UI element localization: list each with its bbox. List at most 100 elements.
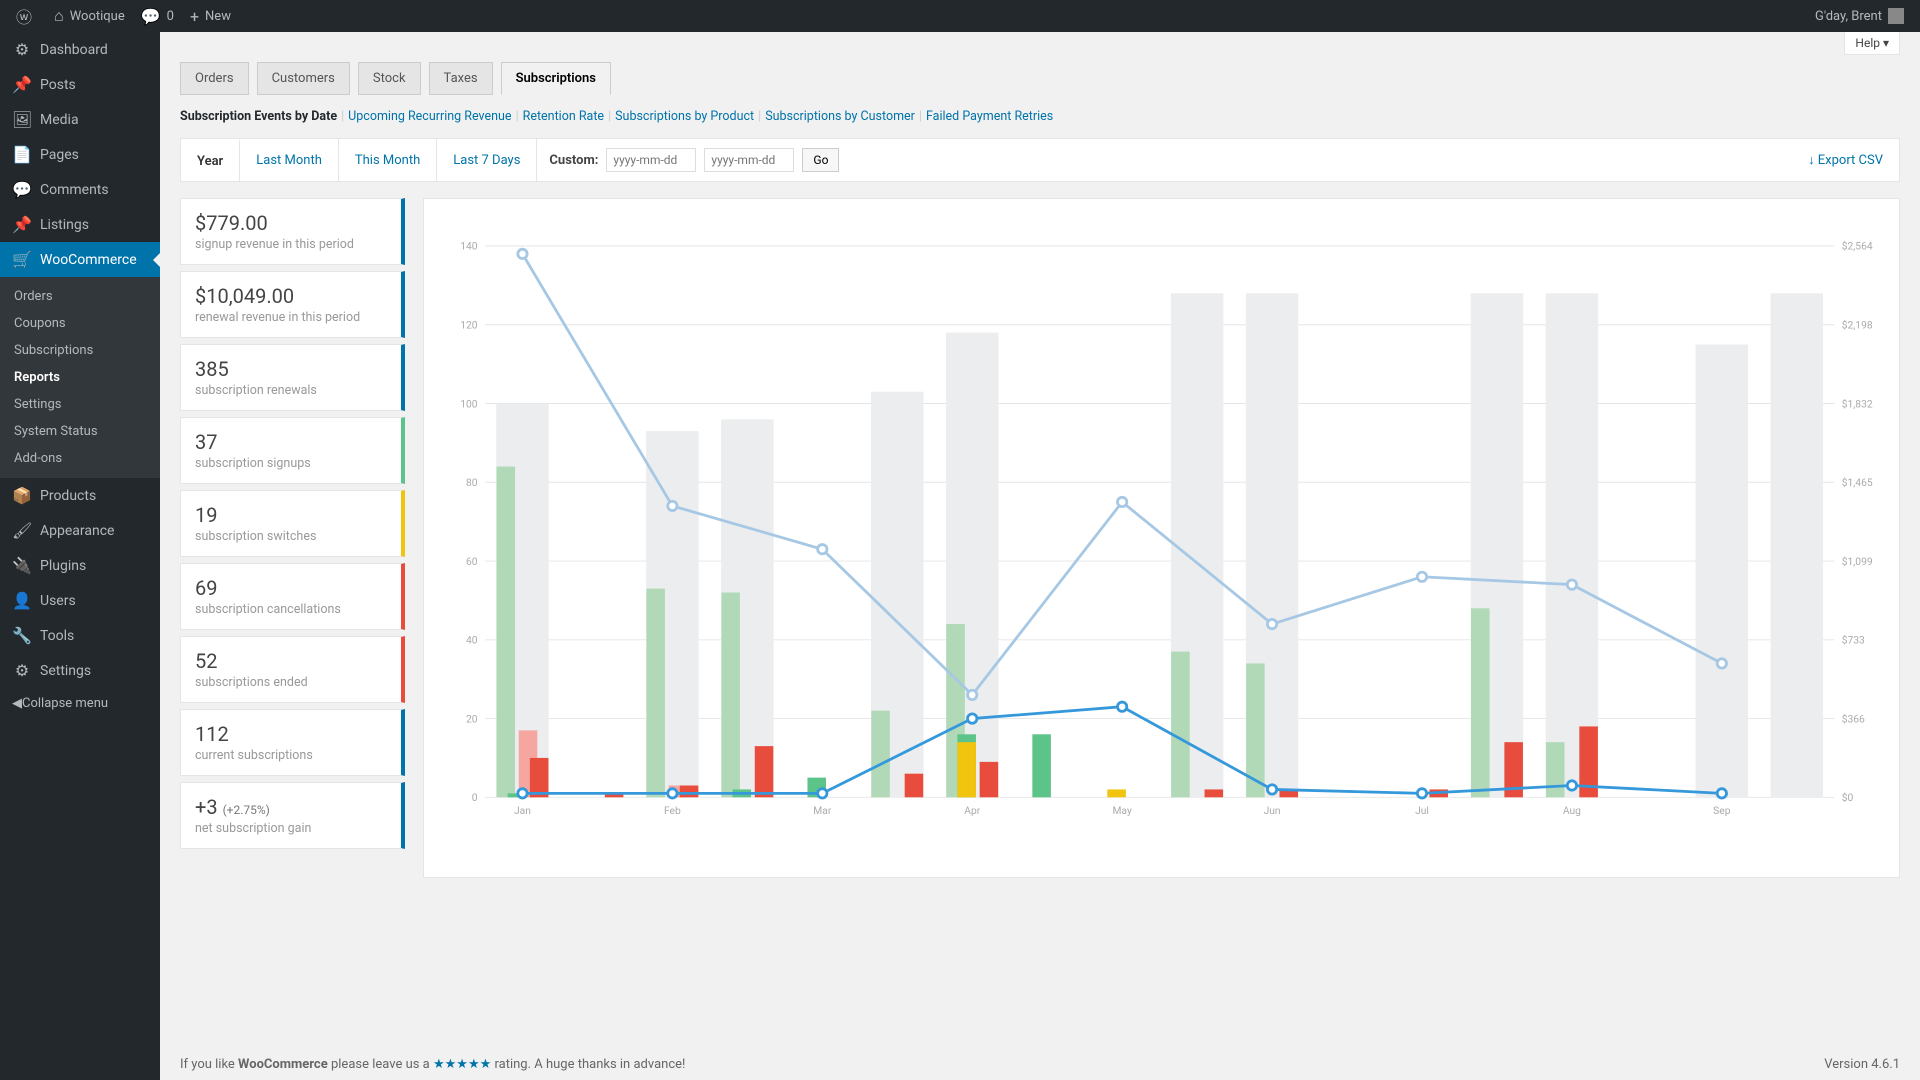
period-tab-year[interactable]: Year bbox=[181, 139, 240, 181]
svg-text:$0: $0 bbox=[1842, 791, 1854, 804]
tab-taxes[interactable]: Taxes bbox=[429, 62, 493, 95]
submenu-item-subscriptions[interactable]: Subscriptions bbox=[0, 337, 160, 364]
sidebar-item-pages[interactable]: 📄Pages bbox=[0, 137, 160, 172]
sidebar-item-posts[interactable]: 📌 Posts bbox=[0, 67, 160, 102]
svg-text:80: 80 bbox=[466, 476, 478, 489]
stat-value: 37 bbox=[195, 430, 387, 454]
menu-icon: 📌 bbox=[12, 75, 32, 94]
account-link[interactable]: G'day, Brent bbox=[1807, 0, 1912, 32]
collapse-menu[interactable]: ◀Collapse menu bbox=[0, 688, 160, 719]
submenu-item-system-status[interactable]: System Status bbox=[0, 418, 160, 445]
stat-card[interactable]: $10,049.00renewal revenue in this period bbox=[180, 271, 405, 338]
footer-thanks: If you like WooCommerce please leave us … bbox=[180, 1057, 685, 1072]
stat-label: signup revenue in this period bbox=[195, 237, 387, 252]
submenu-item-reports[interactable]: Reports bbox=[0, 364, 160, 391]
sub-nav-link[interactable]: Upcoming Recurring Revenue bbox=[348, 109, 511, 124]
help-tab[interactable]: Help ▾ bbox=[1844, 32, 1900, 55]
custom-label: Custom: bbox=[549, 153, 598, 168]
stat-value: $779.00 bbox=[195, 211, 387, 235]
stat-value: 112 bbox=[195, 722, 387, 746]
svg-text:0: 0 bbox=[472, 791, 478, 804]
stat-label: subscription signups bbox=[195, 456, 387, 471]
date-from-input[interactable] bbox=[606, 148, 696, 172]
submenu-item-orders[interactable]: Orders bbox=[0, 283, 160, 310]
stat-card[interactable]: $779.00 signup revenue in this period bbox=[180, 198, 405, 265]
sidebar-item-comments[interactable]: 💬Comments bbox=[0, 172, 160, 207]
tab-customers[interactable]: Customers bbox=[257, 62, 350, 95]
sidebar-item-listings[interactable]: 📌 Listings bbox=[0, 207, 160, 242]
menu-icon: 🔌 bbox=[12, 556, 32, 575]
sidebar-item-tools[interactable]: 🔧Tools bbox=[0, 618, 160, 653]
stat-card[interactable]: 37 subscription signups bbox=[180, 417, 405, 484]
tab-orders[interactable]: Orders bbox=[180, 62, 249, 95]
sub-nav-link[interactable]: Retention Rate bbox=[523, 109, 604, 124]
version-label: Version 4.6.1 bbox=[1824, 1057, 1900, 1072]
stat-value: 19 bbox=[195, 503, 387, 527]
home-icon: ⌂ bbox=[54, 6, 64, 26]
sidebar-item-dashboard[interactable]: ⚙Dashboard bbox=[0, 32, 160, 67]
sidebar-item-appearance[interactable]: 🖌Appearance bbox=[0, 513, 160, 548]
sidebar-item-woocommerce[interactable]: 🛒 WooCommerce bbox=[0, 242, 160, 277]
menu-icon: 🛒 bbox=[12, 250, 32, 269]
submenu-item-settings[interactable]: Settings bbox=[0, 391, 160, 418]
go-button[interactable]: Go bbox=[802, 148, 839, 172]
wp-logo[interactable]: ⓦ bbox=[8, 0, 46, 32]
stat-label: current subscriptions bbox=[195, 748, 387, 763]
greeting-text: G'day, Brent bbox=[1815, 9, 1882, 24]
menu-icon: ⚙ bbox=[12, 40, 32, 59]
stat-card[interactable]: 112 current subscriptions bbox=[180, 709, 405, 776]
new-label: New bbox=[205, 9, 231, 24]
menu-icon: ⚙ bbox=[12, 661, 32, 680]
stat-value: 69 bbox=[195, 576, 387, 600]
sidebar-item-settings[interactable]: ⚙Settings bbox=[0, 653, 160, 688]
menu-label: Media bbox=[40, 112, 79, 128]
sub-nav-link[interactable]: Subscriptions by Customer bbox=[765, 109, 915, 124]
tab-stock[interactable]: Stock bbox=[358, 62, 421, 95]
stat-card[interactable]: 69subscription cancellations bbox=[180, 563, 405, 630]
svg-text:$1,099: $1,099 bbox=[1842, 555, 1873, 568]
stat-card[interactable]: 19 subscription switches bbox=[180, 490, 405, 557]
stat-label: subscription switches bbox=[195, 529, 387, 544]
sidebar-item-products[interactable]: 📦Products bbox=[0, 478, 160, 513]
menu-label: WooCommerce bbox=[40, 252, 137, 268]
main-content: Help ▾ OrdersCustomersStockTaxesSubscrip… bbox=[160, 32, 1920, 1080]
submenu-item-coupons[interactable]: Coupons bbox=[0, 310, 160, 337]
stat-card[interactable]: +3 (+2.75%)net subscription gain bbox=[180, 782, 405, 849]
tab-subscriptions[interactable]: Subscriptions bbox=[501, 62, 611, 95]
menu-icon: 📌 bbox=[12, 215, 32, 234]
report-sub-nav: Subscription Events by Date|Upcoming Rec… bbox=[180, 109, 1900, 124]
report-area: $779.00 signup revenue in this period $10,… bbox=[180, 198, 1900, 878]
sub-nav-link[interactable]: Subscriptions by Product bbox=[615, 109, 754, 124]
period-tab-last-7-days[interactable]: Last 7 Days bbox=[437, 139, 537, 181]
rating-link[interactable]: ★★★★★ bbox=[433, 1057, 491, 1072]
submenu-item-add-ons[interactable]: Add-ons bbox=[0, 445, 160, 472]
svg-text:$1,465: $1,465 bbox=[1842, 476, 1873, 489]
menu-icon: 🖼 bbox=[12, 110, 32, 129]
svg-text:Jul: Jul bbox=[1415, 804, 1429, 817]
date-to-input[interactable] bbox=[704, 148, 794, 172]
chart-wrapper: 0$020$36640$73360$1,09980$1,465100$1,832… bbox=[423, 198, 1900, 878]
comments-link[interactable]: 💬0 bbox=[133, 0, 182, 32]
report-top-tabs: OrdersCustomersStockTaxesSubscriptions bbox=[180, 62, 1900, 95]
avatar-icon bbox=[1888, 8, 1904, 24]
stat-label: subscription renewals bbox=[195, 383, 387, 398]
period-tab-last-month[interactable]: Last Month bbox=[240, 139, 339, 181]
menu-label: Listings bbox=[40, 217, 89, 233]
admin-footer: If you like WooCommerce please leave us … bbox=[180, 1057, 1900, 1072]
sidebar-item-users[interactable]: 👤Users bbox=[0, 583, 160, 618]
menu-label: Posts bbox=[40, 77, 76, 93]
new-content-link[interactable]: +New bbox=[182, 0, 239, 32]
period-tab-this-month[interactable]: This Month bbox=[339, 139, 437, 181]
stat-value: +3 (+2.75%) bbox=[195, 795, 387, 819]
svg-text:$733: $733 bbox=[1842, 634, 1865, 647]
sidebar-item-plugins[interactable]: 🔌Plugins bbox=[0, 548, 160, 583]
export-csv-link[interactable]: ↓ Export CSV bbox=[1792, 152, 1899, 168]
stat-card[interactable]: 385subscription renewals bbox=[180, 344, 405, 411]
wordpress-icon: ⓦ bbox=[16, 4, 32, 28]
site-name-link[interactable]: ⌂Wootique bbox=[46, 0, 133, 32]
sidebar-item-media[interactable]: 🖼 Media bbox=[0, 102, 160, 137]
sub-nav-link[interactable]: Failed Payment Retries bbox=[926, 109, 1053, 124]
collapse-icon: ◀ bbox=[12, 696, 22, 711]
stat-card[interactable]: 52subscriptions ended bbox=[180, 636, 405, 703]
svg-text:Mar: Mar bbox=[813, 804, 832, 817]
